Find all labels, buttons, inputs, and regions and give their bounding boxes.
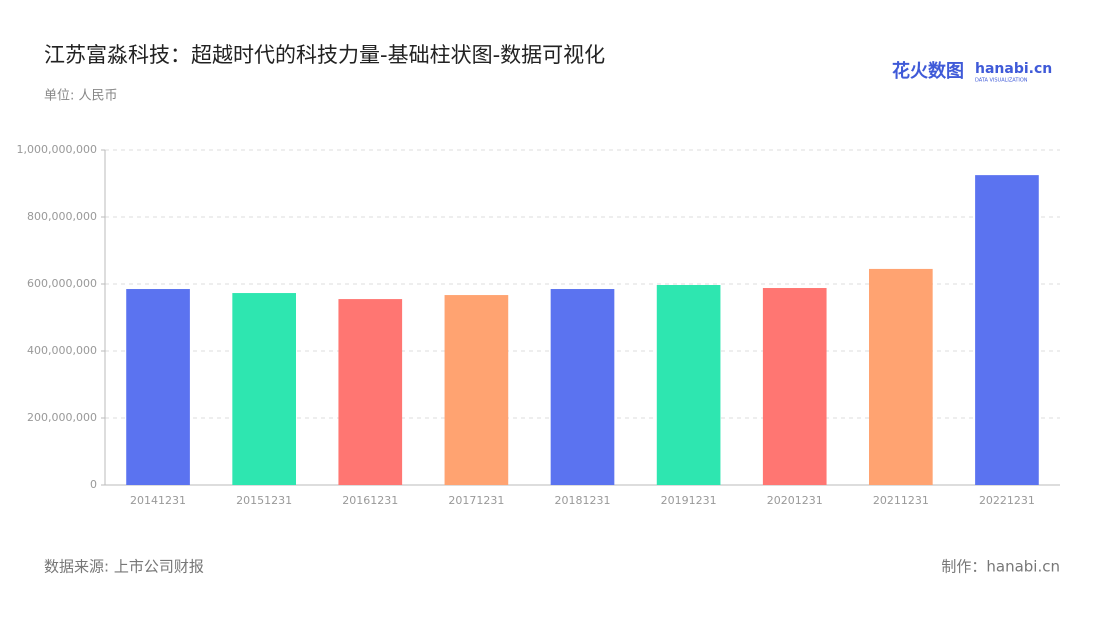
x-tick-label: 20171231 (448, 494, 504, 507)
y-tick-label: 400,000,000 (27, 344, 97, 357)
bar (232, 293, 296, 485)
x-tick-label: 20211231 (873, 494, 929, 507)
bar (656, 285, 721, 485)
credit: 制作：hanabi.cn (941, 558, 1060, 576)
bar (869, 268, 933, 485)
logo-name: 花火数图 (892, 60, 964, 82)
chart-title: 江苏富淼科技：超越时代的科技力量-基础柱状图-数据可视化 (44, 43, 605, 67)
y-tick-label: 200,000,000 (27, 411, 97, 424)
logo-tagline: DATA VISUALIZATION (975, 78, 1028, 84)
x-tick-label: 20161231 (342, 494, 398, 507)
bar (550, 289, 615, 485)
source-note: 数据来源: 上市公司财报 (44, 558, 204, 576)
x-tick-label: 20141231 (130, 494, 186, 507)
bar (762, 288, 827, 485)
x-tick-label: 20201231 (767, 494, 823, 507)
y-tick-label: 600,000,000 (27, 277, 97, 290)
x-tick-label: 20191231 (661, 494, 717, 507)
bar (444, 295, 509, 485)
bar (338, 299, 403, 485)
bar (975, 175, 1039, 485)
y-tick-label: 800,000,000 (27, 210, 97, 223)
y-tick-label: 0 (90, 478, 97, 491)
y-tick-label: 1,000,000,000 (17, 143, 97, 156)
logo-site: hanabi.cn (975, 61, 1052, 77)
x-tick-label: 20181231 (555, 494, 611, 507)
x-tick-label: 20151231 (236, 494, 292, 507)
x-tick-label: 20221231 (979, 494, 1035, 507)
bar (126, 289, 190, 485)
chart-subtitle: 单位: 人民币 (44, 89, 118, 104)
